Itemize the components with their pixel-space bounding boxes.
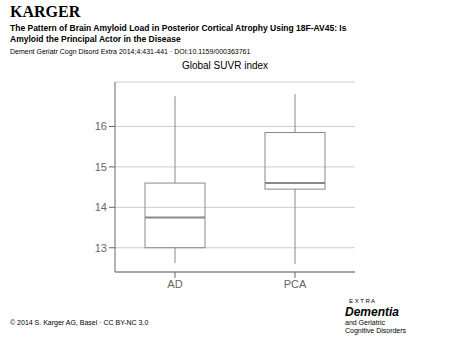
svg-text:16: 16 [95,120,107,132]
html-text:Amyloid the Principal Actor in: Amyloid the Principal Actor in the Disea… [10,34,181,44]
html-text:The Pattern of Brain Amyloid L: The Pattern of Brain Amyloid Load in Pos… [10,23,347,33]
html-text:Dement Geriatr Cogn Disord Ext: Dement Geriatr Cogn Disord Extra 2014;4:… [10,48,251,55]
html-text:Dementia: Dementia [345,305,399,319]
html-text:KARGER: KARGER [10,3,81,20]
svg-text:13: 13 [95,242,107,254]
html-text:Cognitive Disorders: Cognitive Disorders [345,327,407,334]
html-text:© 2014 S. Karger AG, Basel · C: © 2014 S. Karger AG, Basel · CC BY-NC 3.… [10,319,149,326]
svg-text:15: 15 [95,161,107,173]
html-text:and Geriatric: and Geriatric [345,319,386,326]
html-text:E X T R A: E X T R A [349,298,376,304]
svg-text:14: 14 [95,201,107,213]
html-text:Global SUVR index: Global SUVR index [181,60,269,71]
svg-text:PCA: PCA [284,278,307,290]
svg-text:AD: AD [167,278,182,290]
